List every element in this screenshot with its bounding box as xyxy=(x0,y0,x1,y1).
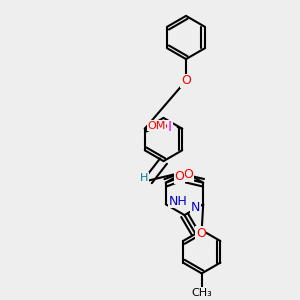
Text: OMe: OMe xyxy=(147,121,172,131)
Text: O: O xyxy=(196,227,206,240)
Text: O: O xyxy=(181,74,191,87)
Text: N: N xyxy=(191,201,200,214)
Text: H: H xyxy=(140,172,148,182)
Text: I: I xyxy=(167,120,171,134)
Text: O: O xyxy=(184,168,194,181)
Text: NH: NH xyxy=(169,195,188,208)
Text: CH₃: CH₃ xyxy=(191,288,212,298)
Text: O: O xyxy=(175,170,184,183)
